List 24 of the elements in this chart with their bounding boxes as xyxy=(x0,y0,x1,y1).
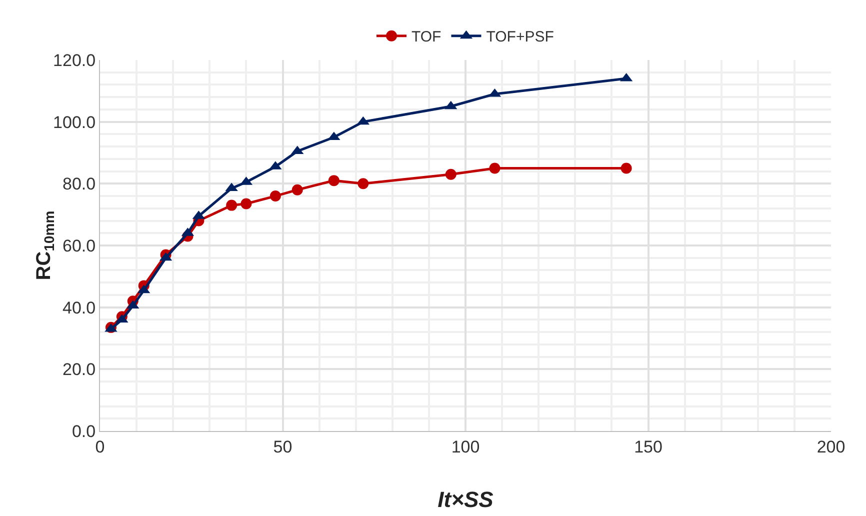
y-tick-label: 80.0 xyxy=(62,174,96,194)
x-tick-label: 0 xyxy=(95,437,105,456)
legend-label: TOF xyxy=(412,28,442,46)
point xyxy=(445,168,456,180)
point xyxy=(270,190,281,202)
point xyxy=(226,200,238,211)
x-tick-label: 50 xyxy=(273,437,292,456)
point xyxy=(328,175,340,186)
x-axis-title: It×SS xyxy=(438,487,494,512)
point xyxy=(620,162,632,174)
y-tick-label: 60.0 xyxy=(62,236,96,256)
y-tick-label: 0.0 xyxy=(72,422,96,441)
point xyxy=(292,184,303,196)
point xyxy=(489,162,500,174)
y-tick-label: 40.0 xyxy=(62,298,96,318)
legend-label: TOF+PSF xyxy=(486,28,554,46)
x-tick-label: 200 xyxy=(816,437,846,456)
y-tick-label: 100.0 xyxy=(53,112,96,132)
x-tick-label: 100 xyxy=(451,437,480,456)
point xyxy=(358,178,369,190)
point xyxy=(240,198,252,210)
x-tick-label: 150 xyxy=(634,437,662,456)
y-tick-label: 120.0 xyxy=(53,50,96,70)
y-tick-label: 20.0 xyxy=(62,360,96,380)
